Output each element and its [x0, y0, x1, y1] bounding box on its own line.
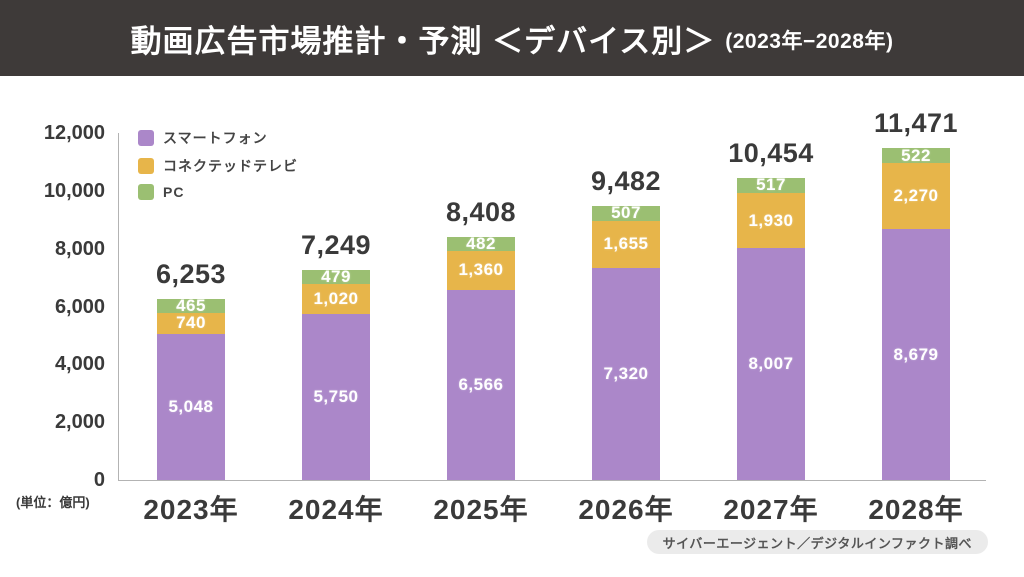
- bar-segment-value: 5,750: [313, 386, 359, 406]
- bar-group: 5,750 1,020 479: [302, 267, 370, 480]
- bar-group: 5,048 740 465: [157, 296, 225, 480]
- bar-segment-value: 7,320: [603, 364, 649, 384]
- bar-segment-value: 8,007: [748, 354, 794, 374]
- bar-segment-value: 479: [321, 267, 351, 287]
- bar-segment-value: 740: [176, 313, 206, 333]
- legend-swatch-pc: [138, 184, 154, 200]
- page-subtitle: (2023年−2028年): [725, 30, 894, 53]
- legend-item-connected-tv: コネクテッドテレビ: [138, 156, 298, 176]
- y-tick-label: 10,000: [43, 179, 105, 202]
- bar-segment-smartphone: 8,007: [737, 248, 805, 480]
- bar-total-label: 6,253: [155, 259, 227, 290]
- y-tick-label: 2,000: [54, 411, 105, 434]
- legend-label: スマートフォン: [163, 130, 268, 146]
- x-axis-label: 2026年: [578, 494, 674, 525]
- bar-segment-connected-tv: 1,020: [302, 284, 370, 314]
- legend-label: コネクテッドテレビ: [163, 158, 298, 174]
- y-axis-line: [118, 133, 119, 480]
- bar-total-label: 10,454: [728, 137, 814, 168]
- bar-group: 8,679 2,270 522: [882, 145, 950, 480]
- page-title: 動画広告市場推計・予測 ＜デバイス別＞: [130, 23, 716, 59]
- x-axis-label: 2027年: [723, 494, 819, 525]
- bar-segment-value: 482: [466, 233, 496, 253]
- bar-segment-value: 517: [756, 175, 786, 195]
- x-axis-line: [118, 480, 986, 481]
- bar-segment-smartphone: 5,750: [302, 313, 370, 480]
- bar-segment-pc: 482: [447, 233, 515, 253]
- bar-segment-connected-tv: 1,360: [447, 250, 515, 291]
- y-tick-label: 12,000: [43, 122, 105, 144]
- legend-item-pc: PC: [138, 184, 298, 200]
- bar-group: 8,007 1,930 517: [737, 175, 805, 480]
- y-tick-label: 8,000: [54, 237, 105, 260]
- bar-total-label: 8,408: [445, 196, 517, 227]
- bar-segment-pc: 507: [592, 203, 660, 223]
- x-axis-label: 2024年: [288, 494, 384, 525]
- bar-total-label: 11,471: [873, 108, 959, 139]
- bar-segment-value: 6,566: [458, 375, 504, 395]
- bar-segment-connected-tv: 2,270: [882, 163, 950, 230]
- bar-segment-smartphone: 5,048: [157, 334, 225, 480]
- bar-segment-value: 507: [611, 203, 641, 223]
- bar-segment-pc: 522: [882, 145, 950, 165]
- bar-group: 6,566 1,360 482: [447, 233, 515, 480]
- y-tick-label: 6,000: [54, 295, 105, 318]
- bar-segment-connected-tv: 1,930: [737, 192, 805, 249]
- bar-segment-value: 1,020: [313, 288, 359, 308]
- legend-swatch-smartphone: [138, 130, 154, 146]
- bar-segment-smartphone: 7,320: [592, 268, 660, 480]
- title-bar: 動画広告市場推計・予測 ＜デバイス別＞ (2023年−2028年): [0, 0, 1024, 76]
- legend: スマートフォンコネクテッドテレビ PC: [138, 128, 298, 200]
- bar-segment-value: 1,930: [748, 210, 794, 230]
- bar-total-label: 7,249: [300, 230, 372, 261]
- legend-item-smartphone: スマートフォン: [138, 128, 298, 148]
- bar-segment-smartphone: 8,679: [882, 229, 950, 480]
- bar-segment-value: 2,270: [893, 186, 939, 206]
- bar-segment-value: 5,048: [168, 397, 214, 417]
- x-axis-label: 2023年: [143, 494, 239, 525]
- bar-total-label: 9,482: [590, 165, 662, 196]
- bar-segment-pc: 465: [157, 296, 225, 315]
- bar-segment-connected-tv: 1,655: [592, 220, 660, 269]
- bar-segment-value: 522: [901, 145, 931, 165]
- bar-segment-value: 1,655: [603, 234, 649, 254]
- y-tick-label: 0: [93, 469, 105, 491]
- bar-segment-pc: 479: [302, 267, 370, 287]
- legend-swatch-connected-tv: [138, 158, 154, 174]
- bar-segment-pc: 517: [737, 175, 805, 195]
- bar-group: 7,320 1,655 507: [592, 203, 660, 480]
- unit-label: (単位：億円): [16, 495, 90, 510]
- bar-segment-connected-tv: 740: [157, 312, 225, 335]
- legend-label: PC: [163, 184, 185, 200]
- bar-segment-value: 8,679: [893, 344, 939, 364]
- x-axis-label: 2028年: [868, 494, 964, 525]
- bar-segment-value: 1,360: [458, 260, 504, 280]
- y-tick-label: 4,000: [54, 353, 105, 376]
- x-axis-label: 2025年: [433, 494, 529, 525]
- bar-segment-smartphone: 6,566: [447, 290, 515, 480]
- bar-segment-value: 465: [176, 295, 206, 315]
- source-badge: サイバーエージェント／デジタルインファクト調べ: [646, 530, 988, 554]
